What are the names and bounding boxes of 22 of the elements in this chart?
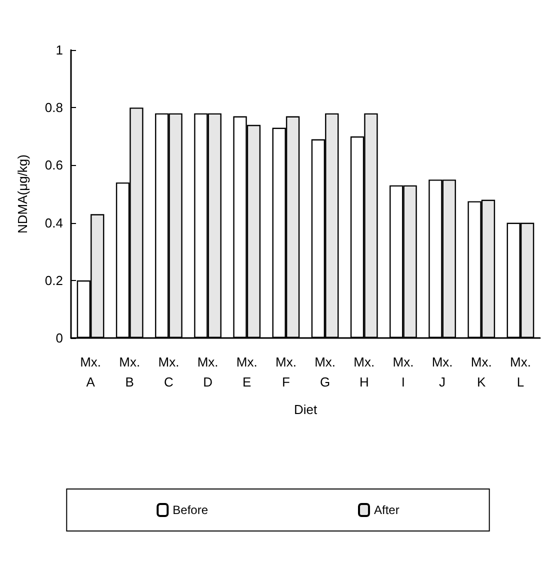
y-tick-label: 0.4: [44, 215, 63, 230]
y-axis-title: NDMA(μg/kg): [15, 154, 30, 234]
x-axis-title: Diet: [294, 402, 318, 417]
y-tick-label: 0.6: [44, 158, 63, 173]
x-tick-label: Mx. B: [119, 354, 140, 390]
x-tick-label: Mx. G: [314, 354, 336, 390]
x-tick-label: Mx. A: [80, 354, 102, 390]
x-tick-label: Mx. H: [354, 354, 375, 390]
legend-label: Before: [172, 503, 208, 517]
x-tick-label: Mx. C: [158, 354, 180, 390]
x-tick-label: Mx. E: [236, 354, 258, 390]
y-tick-label: 0.2: [44, 272, 63, 288]
y-tick-label: 1: [56, 42, 63, 58]
x-tick-label: Mx. I: [392, 354, 414, 390]
x-tick-label: Mx. F: [275, 354, 296, 390]
x-tick-label: Mx. K: [470, 354, 492, 390]
y-tick-label: 0.8: [44, 100, 63, 116]
y-tick-label: 0: [56, 330, 63, 346]
x-tick-label: Mx. L: [510, 354, 531, 390]
x-tick-label: Mx. J: [432, 354, 453, 390]
legend-label: After: [374, 503, 400, 517]
x-tick-label: Mx. D: [197, 354, 218, 390]
